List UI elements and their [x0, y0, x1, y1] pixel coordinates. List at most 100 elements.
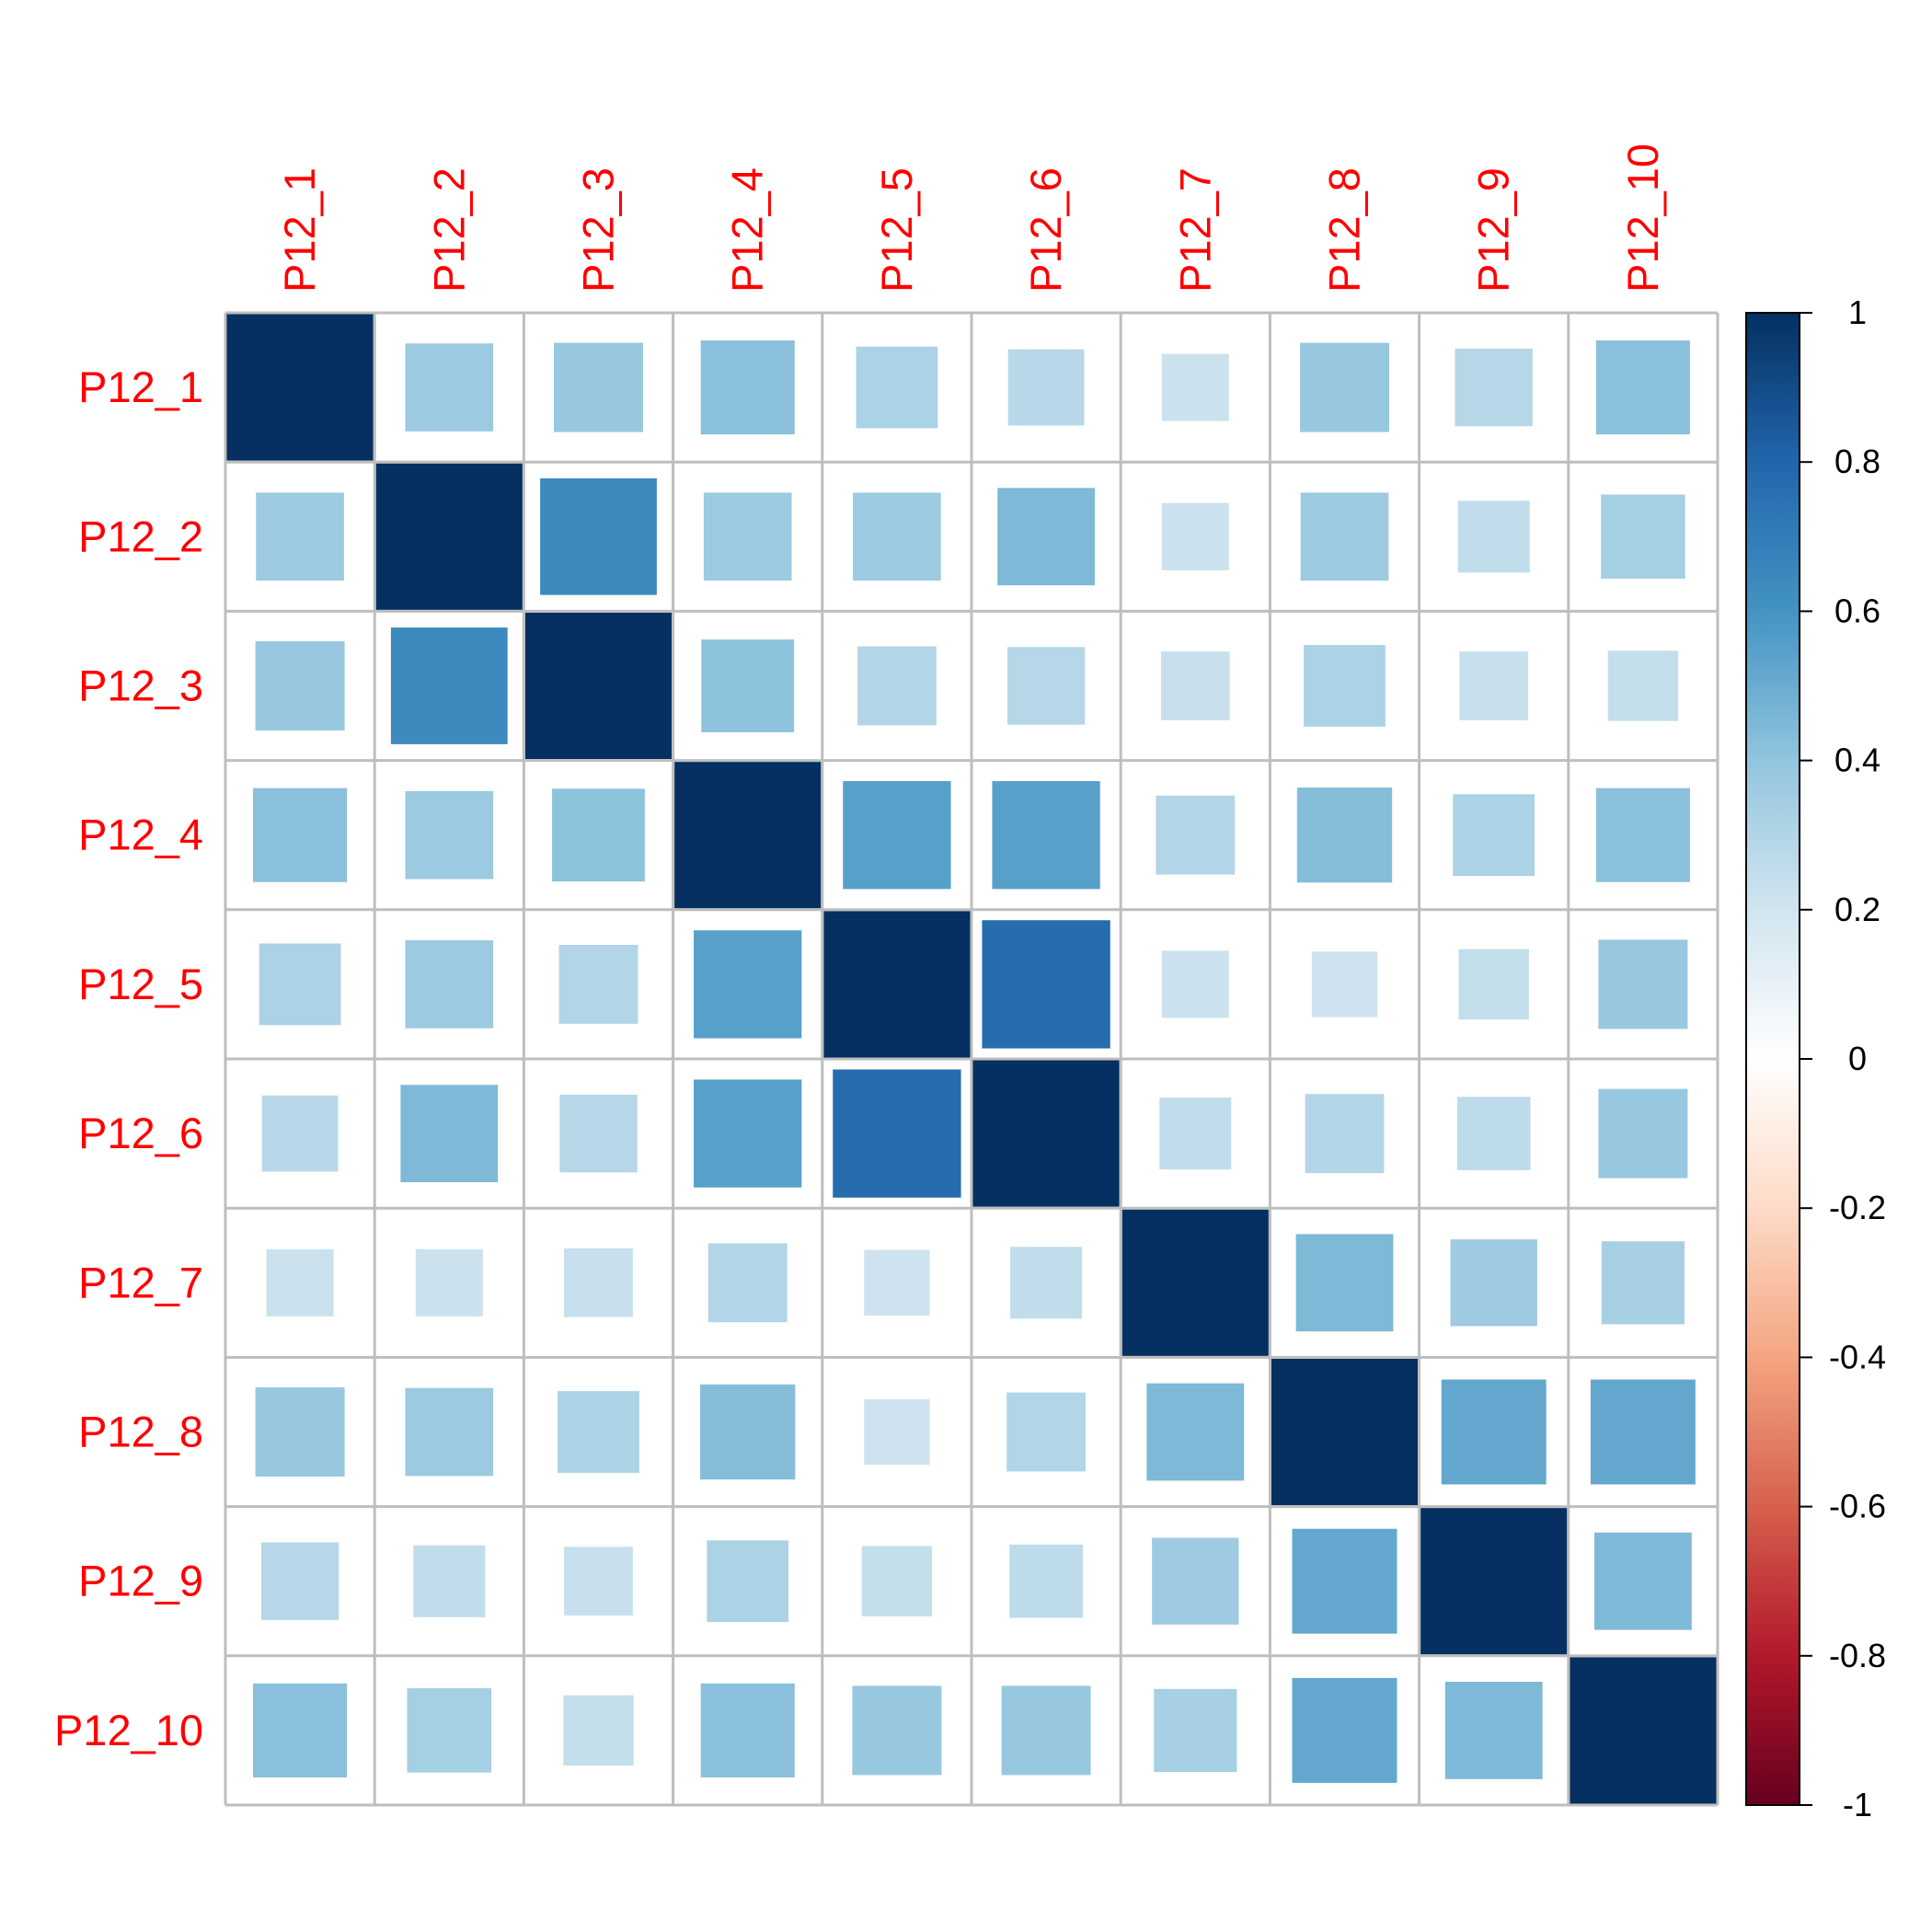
cell-P12_9-P12_5	[858, 1543, 936, 1619]
cell-P12_8-P12_3	[555, 1388, 642, 1476]
cell-P12_8-P12_2	[402, 1385, 497, 1479]
cell-P12_6-P12_10	[1595, 1086, 1691, 1181]
cell-P12_7-P12_1	[263, 1246, 337, 1319]
cell-P12_7-P12_7	[1119, 1206, 1271, 1359]
cell-P12_8-P12_5	[861, 1396, 933, 1468]
column-label-P12_7: P12_7	[1170, 167, 1219, 293]
column-label-P12_3: P12_3	[574, 167, 623, 293]
cell-P12_6-P12_8	[1302, 1091, 1387, 1177]
matrix-grid	[224, 311, 1719, 1807]
cell-P12_9-P12_4	[704, 1537, 792, 1626]
row-label-P12_4: P12_4	[78, 811, 203, 859]
color-legend: 1 0.8 0.6 0.4 0.2 0 -0.2 -0.4 -0.6 -0.8 -1	[1745, 293, 1886, 1823]
cell-P12_1-P12_5	[853, 343, 941, 431]
cell-P12_8-P12_1	[252, 1385, 348, 1480]
cell-P12_3-P12_1	[252, 638, 348, 734]
cell-P12_4-P12_7	[1153, 792, 1238, 878]
colorbar-tick-label: 0.2	[1834, 891, 1880, 928]
cell-P12_4-P12_5	[840, 778, 954, 892]
cell-P12_2-P12_8	[1297, 489, 1392, 584]
cell-P12_3-P12_9	[1456, 649, 1532, 723]
column-label-P12_4: P12_4	[723, 167, 772, 293]
cell-P12_4-P12_6	[989, 778, 1103, 892]
column-label-P12_5: P12_5	[872, 167, 921, 293]
cell-P12_3-P12_7	[1157, 649, 1233, 723]
cell-P12_6-P12_4	[691, 1076, 805, 1190]
colorbar-tick-label: -0.8	[1829, 1637, 1886, 1674]
cell-P12_4-P12_10	[1593, 785, 1693, 885]
cell-P12_2-P12_2	[373, 460, 525, 613]
colorbar-tick-label: -0.2	[1829, 1189, 1886, 1226]
row-label-P12_1: P12_1	[78, 362, 203, 411]
cell-P12_4-P12_9	[1450, 791, 1538, 880]
cell-P12_5-P12_2	[402, 937, 497, 1031]
cell-P12_10-P12_4	[697, 1680, 798, 1780]
column-label-P12_6: P12_6	[1021, 167, 1070, 293]
cell-P12_2-P12_6	[995, 485, 1098, 589]
cell-P12_10-P12_10	[1567, 1654, 1719, 1807]
cell-P12_3-P12_10	[1604, 648, 1682, 724]
cell-P12_3-P12_8	[1301, 642, 1388, 730]
cell-P12_3-P12_2	[387, 625, 511, 747]
cell-P12_1-P12_8	[1297, 339, 1393, 435]
matrix-cells	[224, 311, 1719, 1807]
column-label-P12_10: P12_10	[1618, 144, 1667, 293]
row-label-P12_10: P12_10	[54, 1706, 203, 1754]
cell-P12_2-P12_4	[700, 489, 795, 584]
colorbar-tick-label: -0.6	[1829, 1488, 1886, 1525]
cell-P12_10-P12_9	[1442, 1679, 1546, 1782]
row-label-P12_7: P12_7	[78, 1258, 203, 1306]
row-label-P12_5: P12_5	[78, 960, 203, 1008]
cell-P12_2-P12_9	[1455, 498, 1533, 576]
cell-P12_9-P12_6	[1006, 1541, 1086, 1621]
row-labels: P12_1 P12_2 P12_3 P12_4 P12_5 P12_6 P12_7 P12_8…	[54, 362, 203, 1754]
cell-P12_3-P12_3	[522, 609, 675, 763]
cell-P12_1-P12_9	[1452, 345, 1535, 430]
cell-P12_7-P12_4	[705, 1240, 790, 1326]
cell-P12_10-P12_7	[1151, 1685, 1240, 1775]
cell-P12_10-P12_8	[1289, 1674, 1400, 1786]
cell-P12_2-P12_10	[1598, 491, 1688, 582]
cell-P12_7-P12_9	[1447, 1236, 1540, 1329]
colorbar-tick-label: -0.4	[1829, 1338, 1886, 1375]
cell-P12_5-P12_7	[1158, 948, 1232, 1021]
cell-P12_5-P12_4	[691, 927, 805, 1041]
cell-P12_6-P12_2	[397, 1082, 501, 1186]
cell-P12_7-P12_5	[861, 1247, 933, 1318]
cell-P12_7-P12_3	[561, 1245, 636, 1320]
cell-P12_8-P12_4	[697, 1381, 799, 1483]
cell-P12_9-P12_2	[410, 1542, 489, 1620]
cell-P12_6-P12_1	[259, 1092, 341, 1175]
cell-P12_10-P12_5	[849, 1683, 945, 1778]
colorbar-tick-label: 0.4	[1834, 742, 1880, 779]
cell-P12_1-P12_3	[551, 339, 647, 435]
cell-P12_4-P12_3	[549, 786, 648, 885]
column-labels: P12_1 P12_2 P12_3 P12_4 P12_5 P12_6 P12_7 P12_8…	[275, 144, 1667, 293]
cell-P12_9-P12_10	[1592, 1529, 1695, 1633]
cell-P12_7-P12_10	[1598, 1238, 1687, 1328]
row-label-P12_2: P12_2	[78, 512, 203, 560]
row-label-P12_3: P12_3	[78, 661, 203, 710]
cell-P12_4-P12_2	[402, 788, 497, 882]
cell-P12_9-P12_3	[561, 1544, 636, 1619]
cell-P12_5-P12_9	[1455, 946, 1532, 1023]
cell-P12_5-P12_1	[256, 940, 344, 1029]
cell-P12_9-P12_7	[1149, 1535, 1242, 1627]
cell-P12_5-P12_6	[979, 917, 1113, 1052]
cell-P12_8-P12_8	[1268, 1355, 1421, 1509]
cell-P12_8-P12_10	[1587, 1376, 1698, 1488]
cell-P12_9-P12_1	[258, 1539, 342, 1623]
cell-P12_1-P12_10	[1593, 338, 1693, 438]
cell-P12_4-P12_8	[1294, 785, 1396, 886]
colorbar-tick-label: 0.6	[1834, 592, 1880, 629]
colorbar-tick-label: -1	[1843, 1786, 1872, 1823]
colorbar-ticks: 1 0.8 0.6 0.4 0.2 0 -0.2 -0.4 -0.6 -0.8 -1	[1800, 293, 1886, 1823]
column-label-P12_9: P12_9	[1469, 167, 1518, 293]
cell-P12_2-P12_7	[1158, 500, 1232, 573]
cell-P12_6-P12_3	[557, 1091, 640, 1176]
cell-P12_7-P12_6	[1007, 1244, 1086, 1322]
cell-P12_6-P12_5	[830, 1066, 964, 1201]
cell-P12_1-P12_2	[402, 340, 497, 434]
cell-P12_7-P12_2	[412, 1246, 486, 1319]
colorbar-tick-label: 0.8	[1834, 443, 1880, 480]
